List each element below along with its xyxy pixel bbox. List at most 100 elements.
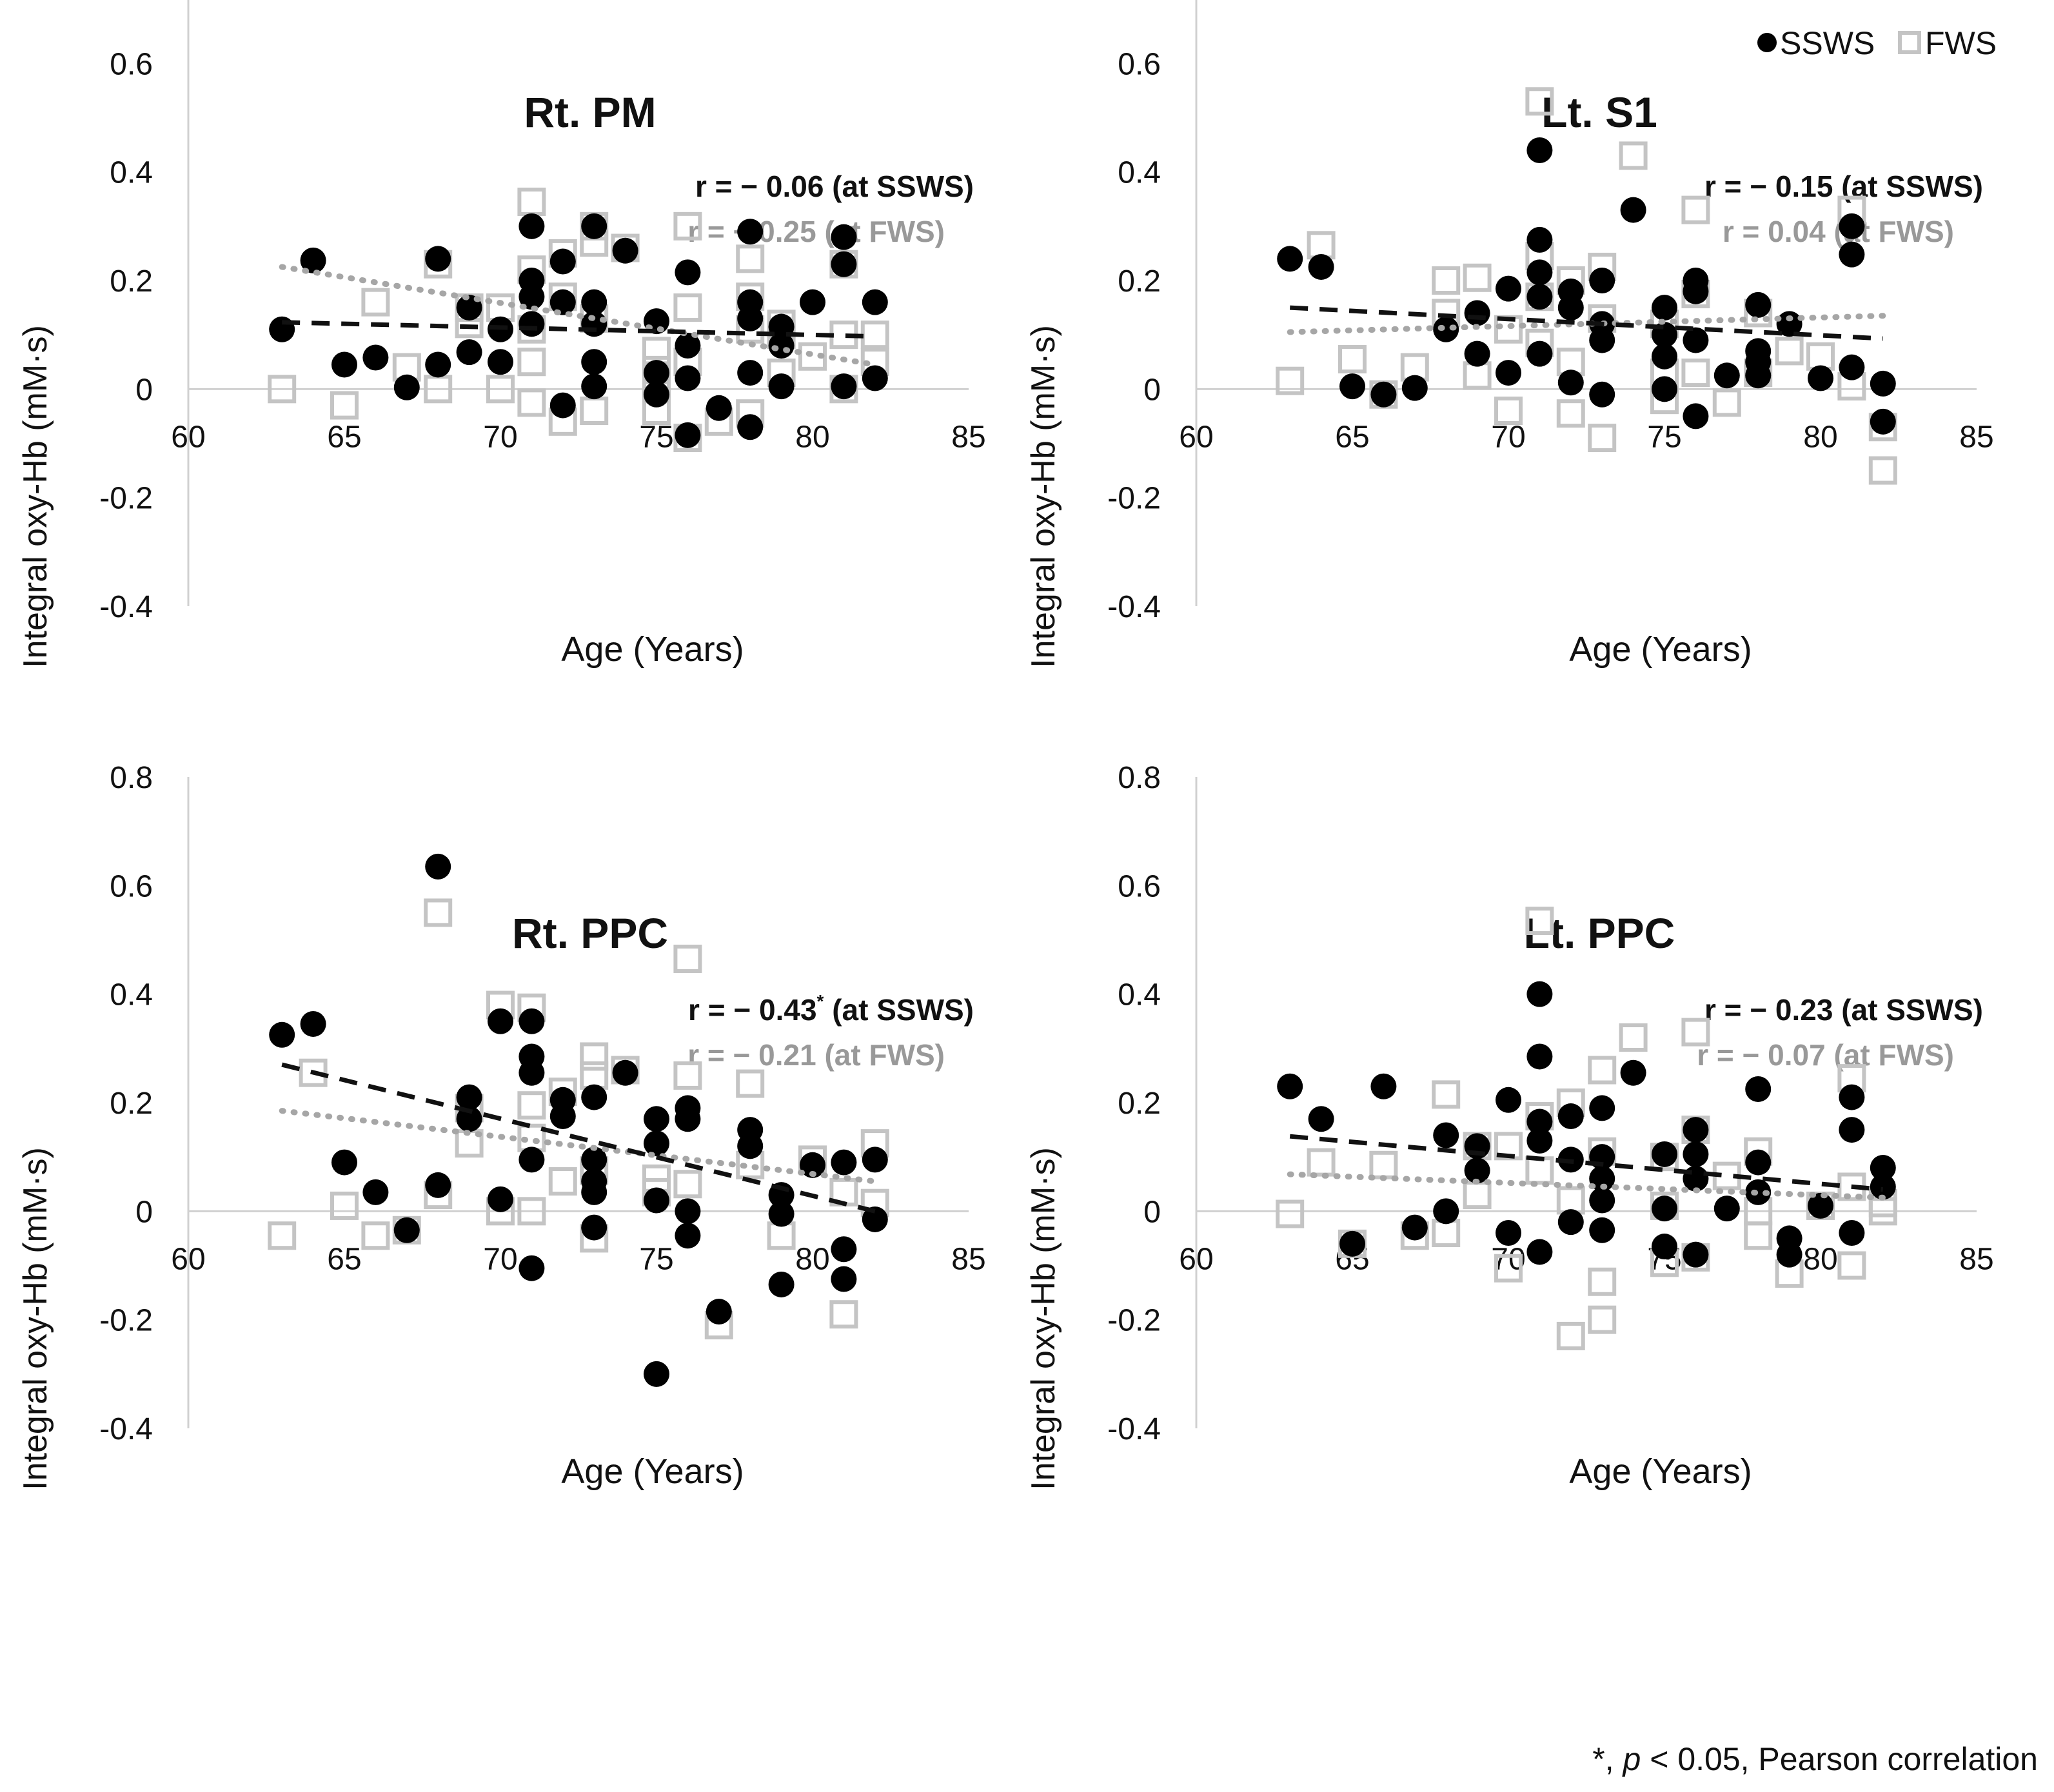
y-axis-label: Integral oxy-Hb (mM·s) bbox=[17, 325, 54, 668]
x-tick-label: 80 bbox=[795, 420, 829, 454]
ssws-trendline bbox=[1289, 1134, 1884, 1192]
ssws-point bbox=[1526, 284, 1553, 310]
y-tick-label: 0.2 bbox=[110, 264, 153, 299]
x-tick-label: 65 bbox=[1335, 420, 1369, 454]
ssws-correlation: r = − 0.43* (at SSWS) bbox=[688, 991, 974, 1027]
ssws-point bbox=[1464, 300, 1490, 326]
fws-point bbox=[1307, 1148, 1336, 1177]
ssws-point bbox=[1683, 1141, 1709, 1167]
ssws-point bbox=[581, 289, 607, 315]
x-tick-label: 60 bbox=[1179, 420, 1213, 454]
ssws-point bbox=[644, 1187, 669, 1214]
ssws-point bbox=[862, 1147, 888, 1173]
ssws-point bbox=[675, 1106, 701, 1132]
ssws-point bbox=[456, 339, 482, 366]
ssws-point bbox=[1870, 408, 1896, 435]
ssws-point bbox=[1745, 291, 1772, 318]
ssws-point bbox=[425, 1172, 451, 1198]
x-tick-label: 85 bbox=[1959, 420, 1993, 454]
fws-point bbox=[1463, 263, 1492, 292]
fws-point bbox=[1837, 1251, 1866, 1280]
fws-point bbox=[1463, 1181, 1492, 1210]
ssws-point bbox=[549, 1103, 576, 1130]
ssws-point bbox=[1652, 343, 1677, 369]
ssws-point bbox=[1277, 1073, 1303, 1099]
fws-point bbox=[1868, 456, 1897, 485]
ssws-point bbox=[1526, 226, 1553, 253]
ssws-point bbox=[644, 360, 669, 386]
ssws-point bbox=[456, 1106, 482, 1132]
ssws-point bbox=[1839, 1220, 1865, 1246]
ssws-point bbox=[831, 251, 857, 277]
fws-r-value: r = − 0.21 bbox=[687, 1038, 816, 1072]
y-tick-label: -0.2 bbox=[1107, 482, 1161, 516]
ssws-r-value: r = − 0.06 bbox=[695, 170, 824, 203]
ssws-point bbox=[1839, 213, 1865, 239]
ssws-point bbox=[1589, 327, 1615, 353]
ssws-point bbox=[1308, 253, 1334, 280]
y-tick-label: 0.8 bbox=[110, 761, 153, 795]
fws-point bbox=[1556, 1186, 1585, 1215]
fws-point bbox=[1276, 1199, 1305, 1228]
ssws-point bbox=[1464, 340, 1490, 367]
ssws-point bbox=[706, 1299, 732, 1325]
y-tick-label: -0.4 bbox=[99, 1412, 153, 1446]
fws-point bbox=[1619, 1023, 1648, 1052]
ssws-point bbox=[1401, 1214, 1428, 1241]
panel-3: 60 65 70 75 80 85 0.8 0.6 0.4 0.2 0 -0.2 -0.4 Rt. PPC… bbox=[17, 761, 986, 1491]
fws-point bbox=[330, 391, 359, 420]
y-tick-label: 0 bbox=[135, 1195, 153, 1229]
ssws-point bbox=[1839, 241, 1865, 268]
ssws-point bbox=[831, 1266, 857, 1292]
ssws-point bbox=[1745, 1076, 1772, 1102]
ssws-point bbox=[1652, 1196, 1677, 1222]
fws-point bbox=[1369, 1150, 1398, 1179]
fws-condition: (at FWS) bbox=[816, 1038, 945, 1072]
ssws-point bbox=[488, 1008, 513, 1034]
chart-title: Rt. PM bbox=[524, 88, 656, 136]
ssws-point bbox=[1496, 275, 1521, 302]
ssws-point bbox=[1526, 259, 1553, 286]
ssws-point bbox=[393, 374, 420, 400]
legend-ssws-marker bbox=[1757, 33, 1777, 52]
fws-point bbox=[1681, 1018, 1710, 1047]
y-tick-label: 0.2 bbox=[1118, 264, 1161, 299]
x-tick-label: 75 bbox=[1647, 420, 1681, 454]
ssws-point bbox=[1370, 1073, 1397, 1099]
fws-point bbox=[268, 1221, 297, 1250]
x-tick-label: 70 bbox=[483, 1242, 517, 1276]
x-axis-label: Age (Years) bbox=[561, 630, 744, 669]
ssws-point bbox=[518, 1008, 545, 1034]
x-axis-label: Age (Years) bbox=[1569, 630, 1752, 669]
ssws-point bbox=[1526, 1043, 1553, 1070]
footnote-p: p bbox=[1622, 1741, 1641, 1777]
ssws-point bbox=[488, 1186, 513, 1212]
y-tick-label: -0.2 bbox=[1107, 1304, 1161, 1338]
fws-trendline bbox=[279, 1108, 878, 1185]
ssws-point bbox=[675, 1198, 701, 1225]
ssws-point bbox=[675, 1223, 701, 1249]
ssws-point bbox=[1745, 1149, 1772, 1176]
ssws-point bbox=[1745, 362, 1772, 389]
ssws-point bbox=[644, 1130, 669, 1157]
ssws-point bbox=[518, 1147, 545, 1173]
ssws-point bbox=[1526, 981, 1553, 1007]
ssws-point bbox=[1870, 370, 1896, 397]
y-tick-label: 0.6 bbox=[1118, 47, 1161, 81]
fws-point bbox=[1432, 266, 1461, 295]
ssws-point bbox=[518, 311, 545, 337]
x-tick-label: 85 bbox=[951, 1242, 985, 1276]
ssws-r-value: r = − 0.15 bbox=[1704, 170, 1833, 203]
legend-fws-marker bbox=[1898, 31, 1921, 54]
fws-correlation: r = − 0.21 (at FWS) bbox=[687, 1038, 945, 1072]
fws-point bbox=[424, 898, 453, 927]
ssws-point bbox=[862, 1206, 888, 1232]
ssws-point bbox=[549, 289, 576, 315]
ssws-point bbox=[1370, 381, 1397, 408]
ssws-point bbox=[768, 1201, 795, 1227]
ssws-point bbox=[1496, 360, 1521, 386]
ssws-point bbox=[737, 1133, 764, 1159]
ssws-condition: (at SSWS) bbox=[824, 170, 974, 203]
